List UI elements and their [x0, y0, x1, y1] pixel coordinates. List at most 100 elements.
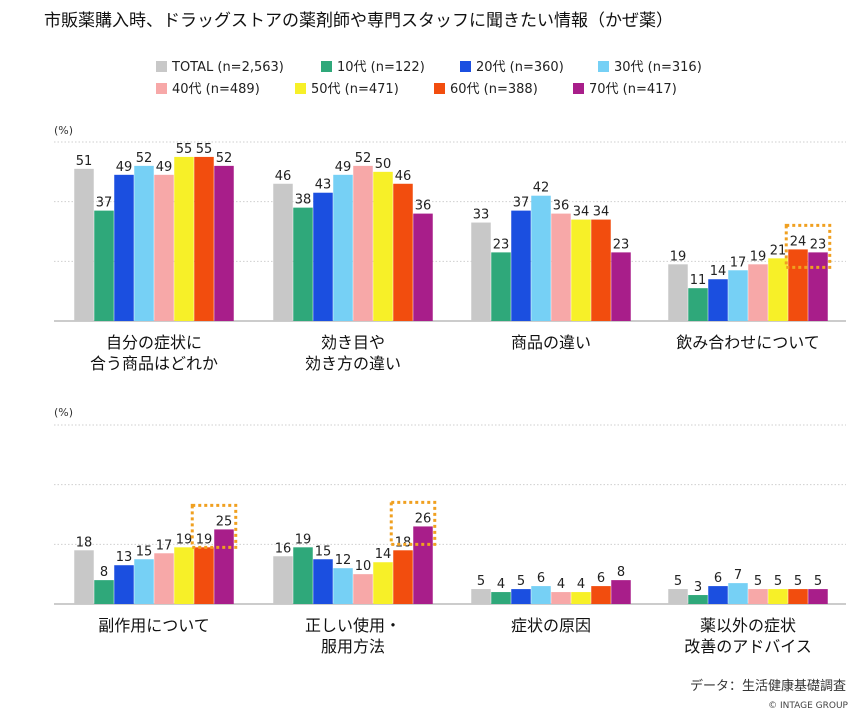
- value-label: 49: [335, 160, 352, 175]
- value-label: 50: [375, 157, 392, 172]
- value-label: 49: [116, 160, 133, 175]
- bar: [214, 165, 234, 321]
- bar: [194, 547, 214, 604]
- bar: [668, 264, 688, 321]
- value-label: 38: [295, 193, 312, 208]
- bar: [591, 219, 611, 321]
- value-label: 23: [810, 237, 827, 252]
- legend-swatch: [460, 61, 471, 72]
- value-label: 52: [136, 151, 153, 166]
- category-label: 改善のアドバイス: [684, 637, 812, 656]
- value-label: 42: [533, 181, 550, 196]
- bar: [491, 592, 511, 604]
- bar: [194, 156, 214, 321]
- value-label: 37: [96, 196, 113, 211]
- bar: [571, 219, 591, 321]
- value-label: 4: [497, 577, 505, 592]
- value-label: 5: [814, 574, 822, 589]
- value-label: 17: [156, 538, 173, 553]
- category-label: 飲み合わせについて: [676, 333, 820, 352]
- value-label: 24: [790, 234, 807, 249]
- highlight-box: [389, 500, 437, 546]
- legend-label: 50代 (n=471): [311, 82, 399, 97]
- value-label: 43: [315, 178, 332, 193]
- value-label: 46: [395, 169, 412, 184]
- value-label: 19: [196, 532, 213, 547]
- value-label: 5: [794, 574, 802, 589]
- bar: [551, 592, 571, 604]
- value-label: 7: [734, 568, 742, 583]
- legend-label: 20代 (n=360): [476, 60, 564, 75]
- unit-label: (%): [54, 124, 73, 137]
- legend-swatch: [598, 61, 609, 72]
- bar: [114, 174, 134, 321]
- bar: [373, 171, 393, 321]
- bar: [214, 529, 234, 604]
- bar: [273, 183, 293, 321]
- value-label: 16: [275, 541, 292, 556]
- legend-label: 10代 (n=122): [337, 60, 425, 75]
- value-label: 15: [315, 544, 332, 559]
- value-label: 17: [730, 255, 747, 270]
- value-label: 3: [694, 580, 702, 595]
- legend-swatch: [321, 61, 332, 72]
- value-label: 14: [710, 264, 727, 279]
- value-label: 8: [617, 565, 625, 580]
- category-label: 効き目や: [321, 333, 385, 352]
- value-label: 36: [553, 199, 570, 214]
- legend-label: 30代 (n=316): [614, 60, 702, 75]
- bar: [273, 556, 293, 604]
- bar: [768, 258, 788, 321]
- bar: [313, 559, 333, 604]
- legend-label: TOTAL (n=2,563): [171, 60, 284, 75]
- value-label: 6: [537, 571, 545, 586]
- bar: [611, 580, 631, 604]
- bar: [114, 565, 134, 604]
- value-label: 37: [513, 196, 530, 211]
- bar: [728, 583, 748, 604]
- value-label: 12: [335, 553, 352, 568]
- bar: [688, 288, 708, 321]
- value-label: 19: [295, 532, 312, 547]
- legend-label: 60代 (n=388): [450, 82, 538, 97]
- legend-label: 40代 (n=489): [172, 82, 260, 97]
- category-label: 自分の症状に: [106, 333, 202, 352]
- value-label: 52: [216, 151, 233, 166]
- value-label: 6: [597, 571, 605, 586]
- bar: [94, 210, 114, 321]
- value-label: 15: [136, 544, 153, 559]
- value-label: 5: [774, 574, 782, 589]
- category-label: 症状の原因: [511, 616, 591, 635]
- legend: TOTAL (n=2,563) 10代 (n=122) 20代 (n=360) 30代…: [156, 60, 702, 97]
- bar: [333, 174, 353, 321]
- legend-swatch: [156, 61, 167, 72]
- value-label: 51: [76, 154, 93, 169]
- bar: [531, 195, 551, 321]
- bar: [748, 264, 768, 321]
- bar: [413, 213, 433, 321]
- value-label: 6: [714, 571, 722, 586]
- value-label: 21: [770, 243, 787, 258]
- value-label: 19: [176, 532, 193, 547]
- bar: [808, 252, 828, 321]
- bar: [134, 559, 154, 604]
- value-label: 26: [415, 511, 432, 526]
- bar: [134, 165, 154, 321]
- bar: [808, 589, 828, 604]
- bar: [511, 589, 531, 604]
- bar: [471, 222, 491, 321]
- bar: [591, 586, 611, 604]
- value-label: 34: [573, 205, 590, 220]
- category-label: 正しい使用・: [305, 616, 401, 635]
- legend-swatch: [295, 83, 306, 94]
- value-label: 14: [375, 547, 392, 562]
- value-label: 52: [355, 151, 372, 166]
